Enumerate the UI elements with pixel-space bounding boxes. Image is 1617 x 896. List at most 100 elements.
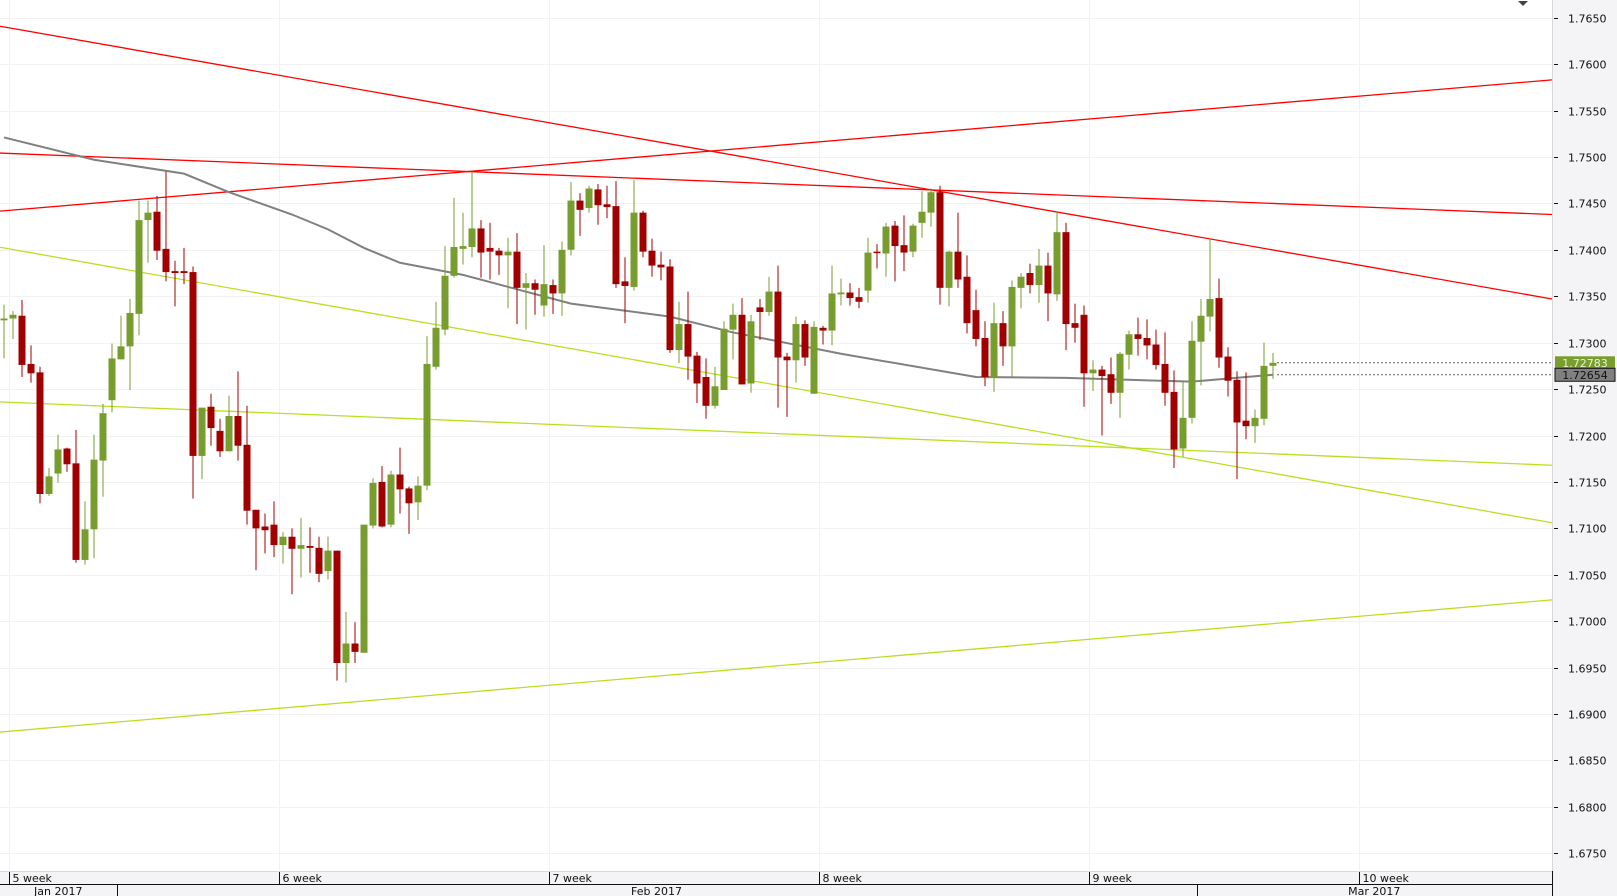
chart-menu-triangle-icon[interactable] bbox=[1518, 1, 1528, 6]
candle bbox=[864, 237, 872, 303]
candle bbox=[153, 195, 161, 260]
candle-body bbox=[9, 314, 17, 319]
candle bbox=[1071, 303, 1079, 343]
y-tick-label: 1.7000 bbox=[1568, 616, 1607, 629]
candle-body bbox=[225, 416, 233, 452]
candle-body bbox=[864, 252, 872, 291]
candle bbox=[243, 405, 251, 525]
plot-area[interactable] bbox=[0, 0, 1552, 871]
price-axis-panel[interactable] bbox=[1552, 0, 1617, 896]
candle-body bbox=[522, 283, 530, 288]
candle bbox=[486, 222, 494, 280]
candle-body bbox=[1143, 338, 1151, 346]
candle-body bbox=[567, 200, 575, 250]
y-tick-label: 1.6900 bbox=[1568, 709, 1607, 722]
candle bbox=[450, 197, 458, 278]
candle bbox=[396, 447, 404, 514]
candle bbox=[270, 501, 278, 558]
candle-body bbox=[504, 251, 512, 256]
candle-body bbox=[198, 407, 206, 456]
candle bbox=[918, 191, 926, 238]
candle bbox=[288, 528, 296, 595]
candle-body bbox=[729, 314, 737, 330]
candle bbox=[576, 193, 584, 236]
candle bbox=[108, 343, 116, 413]
candle bbox=[225, 395, 233, 452]
month-label: Mar 2017 bbox=[1348, 885, 1400, 896]
candle-body bbox=[891, 225, 899, 247]
candle-body bbox=[1044, 265, 1052, 294]
candle bbox=[1062, 222, 1070, 351]
candle-body bbox=[990, 323, 998, 378]
time-axis-panel[interactable] bbox=[0, 871, 1552, 896]
candle-body bbox=[441, 275, 449, 330]
candle bbox=[1215, 278, 1223, 368]
candle bbox=[126, 299, 134, 390]
candle bbox=[729, 303, 737, 360]
candle-body bbox=[1233, 379, 1241, 423]
candle-body bbox=[1179, 417, 1187, 449]
candle-body bbox=[774, 291, 782, 358]
candle bbox=[513, 233, 521, 325]
candle bbox=[972, 289, 980, 347]
candle-body bbox=[99, 413, 107, 461]
candle-body bbox=[693, 355, 701, 384]
candle bbox=[783, 352, 791, 417]
candle-body bbox=[981, 338, 989, 377]
candle-body bbox=[333, 550, 341, 663]
y-tick-label: 1.6950 bbox=[1568, 663, 1607, 676]
candle bbox=[1008, 280, 1016, 377]
y-tick-label: 1.7450 bbox=[1568, 198, 1607, 211]
candle bbox=[810, 321, 818, 394]
candle-body bbox=[882, 226, 890, 254]
candle bbox=[666, 259, 674, 353]
candle bbox=[837, 278, 845, 306]
candle bbox=[1197, 299, 1205, 386]
y-tick-label: 1.7600 bbox=[1568, 59, 1607, 72]
candle bbox=[1161, 332, 1169, 406]
y-tick-label: 1.7300 bbox=[1568, 338, 1607, 351]
candle-body bbox=[765, 291, 773, 312]
candle bbox=[1224, 347, 1232, 397]
candle bbox=[261, 513, 269, 554]
candle bbox=[441, 246, 449, 336]
candle bbox=[846, 283, 854, 306]
candle bbox=[468, 171, 476, 258]
candle bbox=[297, 518, 305, 578]
candle-body bbox=[639, 212, 647, 252]
week-label: 7 week bbox=[553, 872, 593, 885]
trend-line bbox=[0, 25, 1553, 300]
candle bbox=[72, 429, 80, 563]
candle-body bbox=[1197, 315, 1205, 342]
candle bbox=[459, 212, 467, 265]
candle bbox=[1179, 381, 1187, 457]
candle bbox=[1125, 330, 1133, 370]
candle-body bbox=[873, 251, 881, 254]
candle bbox=[801, 320, 809, 366]
candle-body bbox=[855, 297, 863, 302]
candle-body bbox=[360, 524, 368, 653]
candle-body bbox=[1089, 369, 1097, 374]
candle-body bbox=[162, 248, 170, 273]
candle-body bbox=[1035, 265, 1043, 286]
candle-body bbox=[27, 364, 35, 374]
candle-body bbox=[126, 312, 134, 347]
candle bbox=[756, 299, 764, 340]
candle bbox=[882, 222, 890, 277]
month-label: Feb 2017 bbox=[631, 885, 682, 896]
candle bbox=[1089, 360, 1097, 391]
candle bbox=[63, 447, 71, 472]
candle-body bbox=[684, 324, 692, 357]
candle-body bbox=[837, 292, 845, 295]
candle bbox=[27, 345, 35, 383]
candle-body bbox=[1017, 276, 1025, 288]
candle-body bbox=[1206, 299, 1214, 317]
candle bbox=[981, 321, 989, 387]
candle bbox=[900, 215, 908, 272]
candle bbox=[1026, 263, 1034, 294]
candle bbox=[36, 366, 44, 504]
candle-body bbox=[477, 228, 485, 253]
candle bbox=[648, 238, 656, 277]
candle bbox=[747, 314, 755, 393]
